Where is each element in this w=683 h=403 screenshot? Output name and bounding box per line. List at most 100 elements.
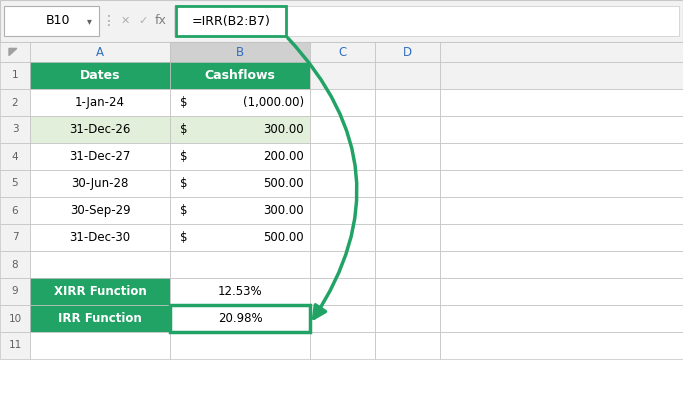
Bar — [30, 251, 170, 278]
Text: 20.98%: 20.98% — [218, 312, 262, 325]
Bar — [30, 305, 170, 332]
Bar — [30, 197, 170, 224]
Bar — [4, 6, 99, 36]
Text: 1-Jan-24: 1-Jan-24 — [75, 96, 125, 109]
Bar — [0, 305, 30, 332]
Bar — [440, 116, 683, 143]
Bar — [170, 251, 310, 278]
Bar — [30, 332, 170, 359]
Text: fx: fx — [155, 15, 167, 27]
Bar — [440, 143, 683, 170]
Bar — [375, 224, 440, 251]
Bar — [310, 42, 375, 62]
Text: 300.00: 300.00 — [264, 204, 304, 217]
Bar — [310, 224, 375, 251]
Text: Dates: Dates — [80, 69, 120, 82]
Text: 8: 8 — [12, 260, 18, 270]
Bar — [310, 62, 375, 89]
Bar — [375, 278, 440, 305]
Text: 3: 3 — [12, 125, 18, 135]
Bar — [440, 251, 683, 278]
Bar — [170, 143, 310, 170]
Text: $: $ — [180, 204, 188, 217]
Bar — [30, 170, 170, 197]
Text: 12.53%: 12.53% — [218, 285, 262, 298]
Bar — [0, 224, 30, 251]
Text: 1: 1 — [12, 71, 18, 81]
Text: $: $ — [180, 150, 188, 163]
Bar — [310, 89, 375, 116]
Bar — [170, 116, 310, 143]
Bar — [30, 89, 170, 116]
Bar — [176, 6, 286, 36]
Bar — [440, 42, 683, 62]
Bar — [170, 305, 310, 332]
Text: ✓: ✓ — [139, 16, 148, 26]
Bar — [0, 143, 30, 170]
Bar — [170, 305, 310, 332]
Bar — [375, 116, 440, 143]
Bar — [310, 305, 375, 332]
Bar — [375, 197, 440, 224]
Bar — [0, 278, 30, 305]
Bar — [170, 89, 310, 116]
Text: 30-Sep-29: 30-Sep-29 — [70, 204, 130, 217]
Bar — [0, 332, 30, 359]
Bar — [0, 197, 30, 224]
Bar — [375, 251, 440, 278]
Text: 11: 11 — [8, 341, 22, 351]
Text: 500.00: 500.00 — [264, 177, 304, 190]
Bar — [170, 197, 310, 224]
Text: 2: 2 — [12, 98, 18, 108]
Bar — [0, 170, 30, 197]
Text: ⋮: ⋮ — [102, 14, 116, 28]
Bar — [440, 89, 683, 116]
Polygon shape — [9, 48, 17, 56]
Text: 31-Dec-30: 31-Dec-30 — [70, 231, 130, 244]
Bar — [0, 62, 30, 89]
Text: $: $ — [180, 123, 188, 136]
Text: =IRR(B2:B7): =IRR(B2:B7) — [191, 15, 270, 27]
Bar — [310, 143, 375, 170]
Bar — [170, 62, 310, 89]
Text: ▾: ▾ — [87, 16, 92, 26]
Text: $: $ — [180, 96, 188, 109]
Text: Cashflows: Cashflows — [205, 69, 275, 82]
Text: 7: 7 — [12, 233, 18, 243]
Text: D: D — [403, 46, 412, 58]
Text: A: A — [96, 46, 104, 58]
Bar — [375, 305, 440, 332]
Bar — [30, 278, 170, 305]
Bar — [0, 42, 30, 62]
Bar — [440, 197, 683, 224]
Bar — [310, 170, 375, 197]
Text: XIRR Function: XIRR Function — [54, 285, 146, 298]
Bar — [0, 0, 683, 42]
Bar — [375, 332, 440, 359]
Bar — [30, 143, 170, 170]
Text: C: C — [338, 46, 347, 58]
Bar — [310, 278, 375, 305]
Bar — [310, 116, 375, 143]
Text: B: B — [236, 46, 244, 58]
Text: 4: 4 — [12, 152, 18, 162]
Bar — [170, 170, 310, 197]
Bar — [375, 89, 440, 116]
Text: 200.00: 200.00 — [263, 150, 304, 163]
Bar — [440, 305, 683, 332]
Bar — [170, 332, 310, 359]
Bar — [310, 251, 375, 278]
Bar — [375, 42, 440, 62]
Bar — [440, 278, 683, 305]
Text: ✕: ✕ — [120, 16, 130, 26]
Text: 5: 5 — [12, 179, 18, 189]
Text: $: $ — [180, 177, 188, 190]
Text: 31-Dec-27: 31-Dec-27 — [69, 150, 130, 163]
Text: 9: 9 — [12, 287, 18, 297]
Bar — [30, 116, 170, 143]
Bar — [440, 332, 683, 359]
Bar — [440, 62, 683, 89]
Bar — [174, 6, 679, 36]
Bar — [0, 116, 30, 143]
Bar — [440, 224, 683, 251]
